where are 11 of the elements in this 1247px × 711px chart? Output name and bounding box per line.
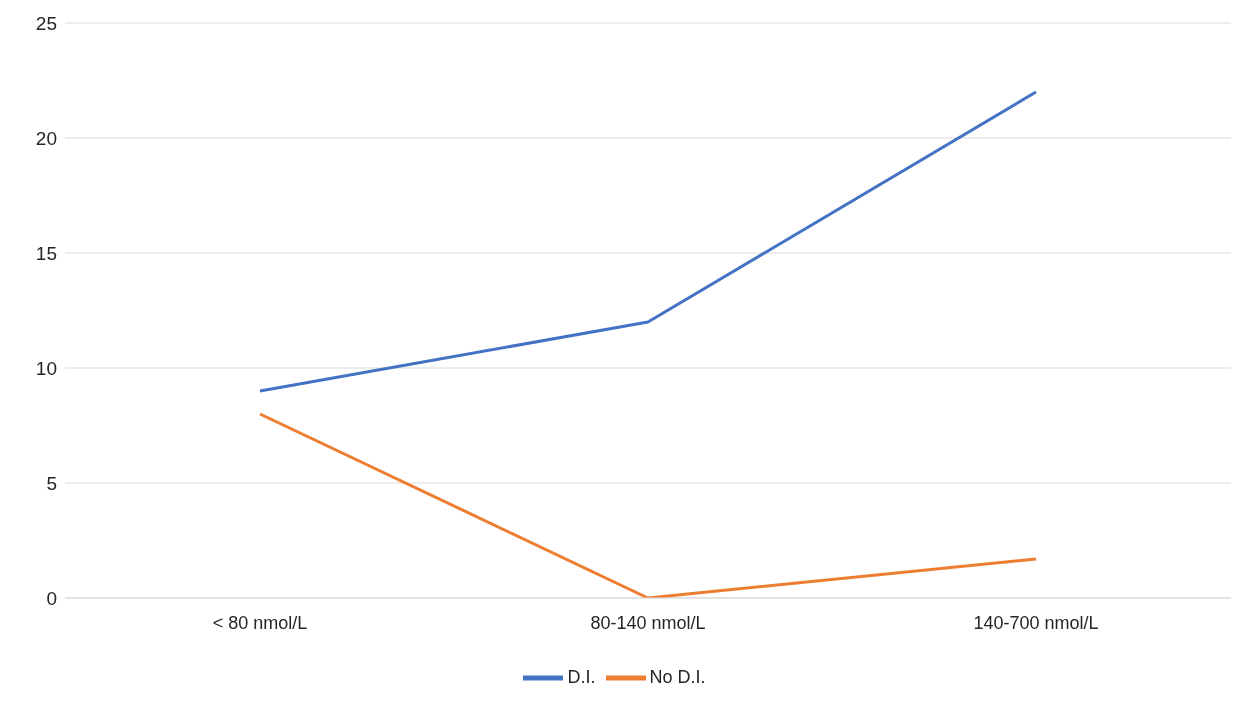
x-tick-label: < 80 nmol/L: [212, 612, 308, 633]
y-tick-label: 15: [35, 242, 57, 264]
y-tick-label: 5: [46, 472, 57, 494]
y-tick-label: 25: [35, 12, 57, 34]
legend-label: No D.I.: [649, 666, 706, 687]
y-tick-label: 20: [35, 127, 57, 149]
legend-label: D.I.: [567, 666, 596, 687]
y-tick-label: 0: [46, 587, 57, 609]
x-tick-label: 140-700 nmol/L: [973, 612, 1099, 633]
x-tick-label: 80-140 nmol/L: [590, 612, 706, 633]
y-tick-label: 10: [35, 357, 57, 379]
